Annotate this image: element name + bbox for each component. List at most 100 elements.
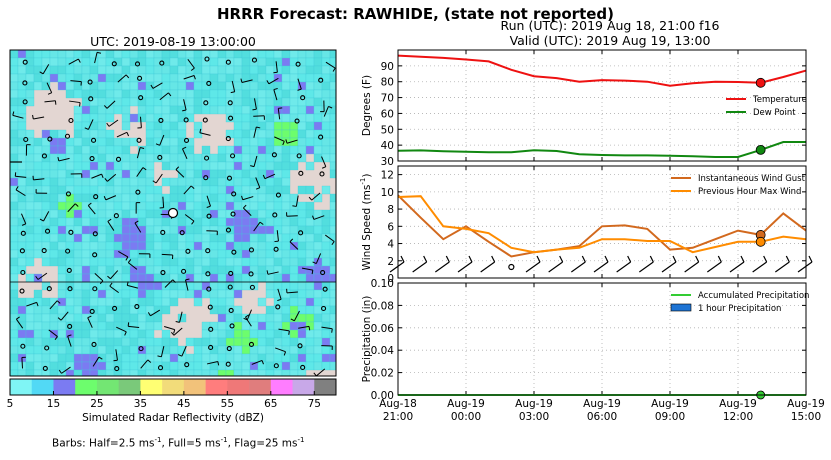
wind-barb xyxy=(103,195,117,201)
wind-barb xyxy=(242,204,252,217)
calm-wind-marker xyxy=(272,212,278,218)
wind-barb-staff xyxy=(49,300,58,310)
colorbar-bin xyxy=(75,379,98,395)
calm-wind-marker xyxy=(65,191,72,197)
y-tick-label: 8 xyxy=(387,204,394,216)
wind-barb-feather xyxy=(99,280,104,285)
calm-wind-marker xyxy=(135,189,141,195)
wind-barb-feather xyxy=(54,336,58,341)
wind-barb xyxy=(103,100,116,109)
radar-cell xyxy=(321,185,331,195)
wind-barb xyxy=(94,273,104,285)
x-tick-label-time: 06:00 xyxy=(587,411,617,423)
wind-barb xyxy=(15,186,26,197)
wind-barb-feather xyxy=(190,67,195,71)
wind-barb xyxy=(126,281,139,289)
wind-barb-feather xyxy=(695,255,700,263)
radar-cell xyxy=(289,161,299,171)
barbs-footnote-prefix: Barbs: Half=2.5 ms xyxy=(52,437,155,450)
y-axis-label: Degrees (F) xyxy=(361,75,373,136)
colorbar-bin xyxy=(314,379,337,395)
calm-wind-marker xyxy=(159,60,165,66)
wind-barb xyxy=(187,59,195,71)
colorbar-bin xyxy=(249,379,272,395)
wind-barb-feather xyxy=(559,255,564,263)
wind-barb-staff xyxy=(183,185,192,195)
calm-wind-marker xyxy=(249,284,255,290)
calm-wind-marker xyxy=(157,154,163,160)
calm-wind-marker xyxy=(91,137,97,143)
wind-barb-feather xyxy=(273,87,278,91)
wind-barb-staff xyxy=(255,177,261,188)
wind-barb xyxy=(26,301,39,307)
y-axis-label: Wind Speed (ms-1) xyxy=(359,174,373,271)
chart-panel-3: 0.00 0.02 0.04 0.06 0.08 0.10 Precipitation (i… xyxy=(361,278,809,402)
colorbar-tick-label: 55 xyxy=(221,398,234,410)
x-tick-label-date: Aug-19 xyxy=(787,398,825,410)
legend-label: 1 hour Precipitation xyxy=(698,304,781,314)
wind-barb-staff xyxy=(245,316,252,327)
wind-barb xyxy=(285,139,298,144)
wind-barb-staff xyxy=(616,261,632,273)
wind-barb xyxy=(32,175,45,181)
wind-barb xyxy=(136,146,145,159)
wind-barb-staff xyxy=(325,61,336,69)
wind-barb xyxy=(161,253,174,260)
wind-barb-staff xyxy=(152,82,163,89)
wind-barb-feather xyxy=(124,331,127,336)
wind-barb-feather xyxy=(103,105,108,109)
wind-barb-feather xyxy=(191,220,195,225)
wind-barb xyxy=(184,214,195,225)
wind-barb xyxy=(321,345,333,350)
colorbar-tick-label: 65 xyxy=(264,398,277,410)
wind-barb-staff xyxy=(313,215,325,220)
wind-barb-feather xyxy=(313,372,317,376)
radar-cell xyxy=(193,129,203,139)
colorbar-label: Simulated Radar Reflectivity (dBZ) xyxy=(82,412,264,424)
wind-barb-staff xyxy=(67,335,72,347)
wind-barb-feather xyxy=(113,359,118,362)
wind-barb-feather xyxy=(266,80,270,85)
wind-barb xyxy=(262,173,276,180)
wind-barb-feather xyxy=(763,255,768,263)
map-area xyxy=(10,50,336,376)
wind-barb-staff xyxy=(184,214,195,222)
wind-barb-staff xyxy=(109,285,119,294)
wind-barb xyxy=(87,202,96,215)
wind-barb-feather xyxy=(491,255,496,263)
barbs-footnote-exp-1: -1 xyxy=(154,436,162,444)
wind-barb-staff xyxy=(127,284,139,289)
wind-barb-feather xyxy=(185,278,190,281)
wind-barb xyxy=(182,146,188,160)
wind-barb-feather xyxy=(172,279,176,283)
calm-wind-marker xyxy=(68,229,74,235)
radar-cell xyxy=(233,289,243,299)
wind-barb-staff xyxy=(311,192,321,201)
calm-wind-marker xyxy=(89,308,95,314)
wind-barb-staff xyxy=(324,234,335,242)
wind-barb xyxy=(32,114,45,120)
wind-barb xyxy=(241,195,254,201)
wind-barb xyxy=(182,99,187,112)
wind-barb-feather xyxy=(717,255,722,263)
radar-cell xyxy=(193,297,203,307)
radar-cell xyxy=(169,297,179,307)
calm-wind-marker xyxy=(205,271,211,277)
wind-barb-feather xyxy=(175,166,180,170)
wind-barb xyxy=(68,58,81,65)
x-tick-label-date: Aug-19 xyxy=(719,398,757,410)
calm-wind-marker xyxy=(318,77,324,83)
wind-barb-staff xyxy=(150,309,161,317)
wind-barb-feather xyxy=(581,255,586,263)
wind-barb xyxy=(91,173,104,179)
wind-barb xyxy=(15,316,24,329)
wind-barb-feather xyxy=(259,221,264,225)
calm-wind-marker xyxy=(92,286,98,292)
y-tick-label: 0.08 xyxy=(371,300,394,312)
colorbar-tick-label: 5 xyxy=(7,398,14,410)
wind-barb xyxy=(113,349,118,362)
wind-barb xyxy=(321,326,333,333)
x-tick-label-date: Aug-18 xyxy=(379,398,417,410)
calm-wind-marker xyxy=(20,269,26,276)
figure-title: HRRR Forecast: RAWHIDE, (state not repor… xyxy=(216,5,615,23)
